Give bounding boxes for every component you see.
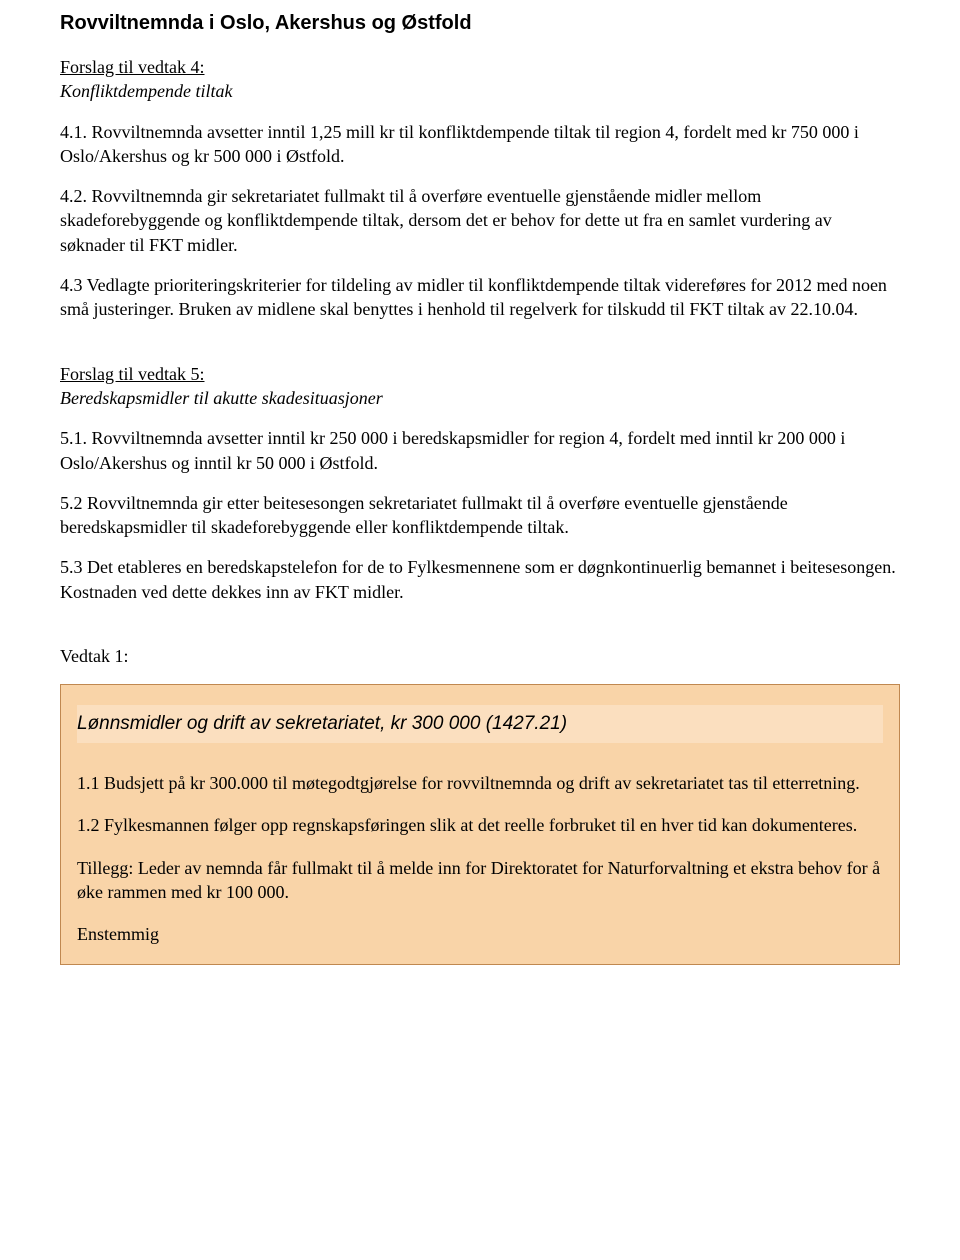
- section4-p1: 4.1. Rovviltnemnda avsetter inntil 1,25 …: [60, 120, 900, 169]
- vedtak-tillegg: Tillegg: Leder av nemnda får fullmakt ti…: [77, 856, 883, 905]
- vedtak-enstemmig: Enstemmig: [77, 922, 883, 946]
- section4-subtitle: Konfliktdempende tiltak: [60, 79, 900, 103]
- vedtak-p2: 1.2 Fylkesmannen følger opp regnskapsfør…: [77, 813, 883, 837]
- vedtak-p1: 1.1 Budsjett på kr 300.000 til møtegodtg…: [77, 771, 883, 795]
- section5-subtitle: Beredskapsmidler til akutte skadesituasj…: [60, 386, 900, 410]
- section5-p2: 5.2 Rovviltnemnda gir etter beitesesonge…: [60, 491, 900, 540]
- section5-p1: 5.1. Rovviltnemnda avsetter inntil kr 25…: [60, 426, 900, 475]
- section4-p3: 4.3 Vedlagte prioriteringskriterier for …: [60, 273, 900, 322]
- section5-heading: Forslag til vedtak 5:: [60, 364, 204, 384]
- vedtak-label: Vedtak 1:: [60, 644, 900, 668]
- document-title: Rovviltnemnda i Oslo, Akershus og Østfol…: [60, 10, 900, 37]
- vedtak-box-heading: Lønnsmidler og drift av sekretariatet, k…: [77, 705, 883, 743]
- section4-p2: 4.2. Rovviltnemnda gir sekretariatet ful…: [60, 184, 900, 257]
- vedtak-box: Lønnsmidler og drift av sekretariatet, k…: [60, 684, 900, 965]
- section5-p3: 5.3 Det etableres en beredskapstelefon f…: [60, 555, 900, 604]
- section4-heading: Forslag til vedtak 4:: [60, 57, 204, 77]
